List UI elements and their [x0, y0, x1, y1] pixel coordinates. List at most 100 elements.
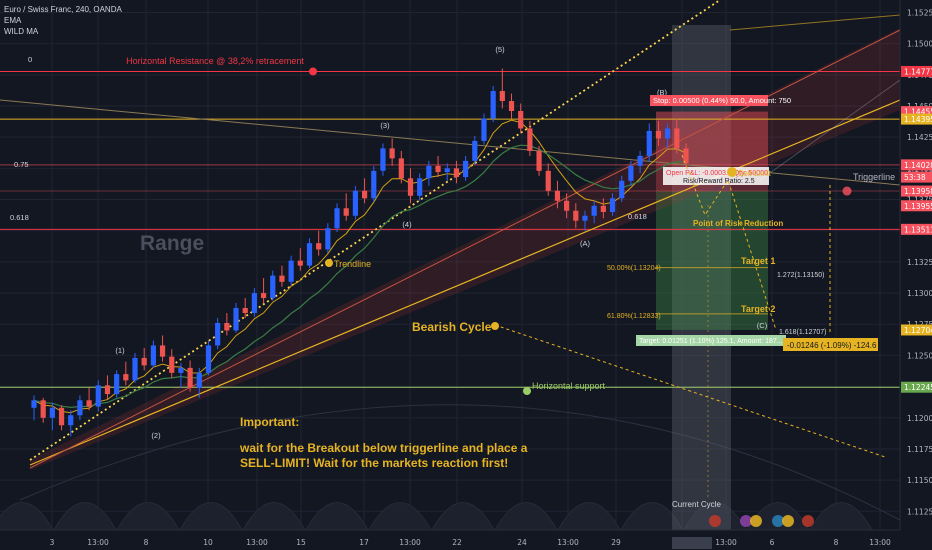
candle-body	[77, 400, 83, 416]
candle	[251, 288, 257, 317]
time-tick-label: 8	[144, 538, 149, 547]
candle-body	[609, 198, 616, 212]
candle-body	[224, 322, 230, 331]
pl-box-bg	[783, 338, 878, 351]
wave-label-a: (A)	[580, 239, 591, 248]
bearish-cycle-marker	[491, 322, 499, 330]
price-axis[interactable]: 1.15251.15001.14751.14501.14251.14001.13…	[899, 0, 932, 530]
candle-body	[58, 407, 65, 426]
candle-body	[591, 205, 597, 216]
candle-body	[215, 322, 221, 346]
candle	[187, 360, 193, 392]
candle	[104, 375, 111, 400]
candle-body	[518, 110, 524, 129]
candle	[132, 352, 138, 383]
event-icon	[802, 515, 814, 527]
candle	[159, 335, 166, 362]
stop-label: Stop: 0.00500 (0.44%) 50.0, Amount: 750	[653, 96, 791, 105]
candle	[150, 340, 156, 368]
candle-body	[86, 400, 92, 407]
important-line-1: wait for the Breakout below triggerline …	[239, 441, 528, 455]
candle	[463, 155, 469, 181]
event-icon	[782, 515, 794, 527]
price-tick-label: 1.1525	[907, 8, 932, 17]
candle	[343, 193, 349, 221]
target-zone	[656, 191, 768, 330]
candle-body	[334, 208, 340, 229]
current-cycle-column	[672, 25, 731, 530]
candle-body	[352, 190, 359, 216]
candle-body	[205, 345, 212, 373]
fib-618-label: 61.80%(1.12833)	[607, 313, 661, 320]
price-tag-label: 1.14028	[904, 161, 932, 170]
symbol-title[interactable]: Euro / Swiss Franc, 240, OANDA	[4, 5, 122, 14]
time-tick-label: 13:00	[715, 538, 737, 547]
time-tick-label: 10	[203, 538, 213, 547]
sell-limit-label: Sell-Limit	[738, 169, 772, 178]
candle-body	[343, 208, 349, 216]
fib-0618-right-label: 0.618	[628, 212, 647, 221]
candle	[361, 178, 368, 204]
cycle-arc	[305, 502, 369, 531]
candle	[196, 367, 202, 398]
price-tag-label: 1.12245	[904, 383, 932, 392]
candle	[407, 168, 414, 204]
annotations: (1) (2) (3) (4) (5) (A) (B) (C) 0.75 0.618 0 Horizo…	[10, 45, 895, 527]
target-label-bg	[636, 335, 786, 346]
time-tick-label: 13:00	[246, 538, 268, 547]
price-tick-label: 1.1150	[907, 476, 932, 485]
candle-body	[545, 170, 551, 191]
candle	[205, 340, 212, 376]
candle	[628, 160, 634, 186]
candle	[260, 278, 267, 304]
time-axis[interactable]: 313:0081013:00151713:00222413:0029May13:…	[0, 529, 900, 549]
candle	[224, 313, 230, 336]
wave-label-2: (2)	[151, 431, 161, 440]
candle	[77, 395, 83, 421]
candle	[655, 120, 662, 146]
indicator-wild-ma[interactable]: WILD MA	[4, 27, 39, 36]
candle	[573, 203, 579, 229]
candle-body	[619, 180, 625, 199]
price-tag	[901, 381, 932, 393]
candle	[564, 193, 570, 219]
candle	[169, 349, 175, 378]
candle	[536, 145, 542, 176]
candle-body	[508, 101, 515, 111]
candle-body	[297, 260, 303, 266]
cycle-arc	[494, 502, 558, 531]
candle-body	[674, 128, 680, 149]
candle	[114, 370, 120, 398]
candle-body	[279, 275, 285, 282]
candle-body	[123, 374, 129, 381]
candle	[508, 93, 515, 119]
candle	[297, 248, 303, 271]
candle-body	[481, 118, 487, 141]
candle	[600, 198, 606, 219]
candle-body	[288, 260, 294, 282]
target-label: Target: 0.01251 (1.10%) 125.1, Amount: 1…	[639, 338, 783, 345]
candle	[665, 123, 671, 149]
time-tick-label: 29	[611, 538, 621, 547]
candle	[58, 405, 65, 431]
price-tick-label: 1.1175	[907, 445, 932, 454]
cycle-arc	[53, 502, 117, 531]
candle-body	[316, 243, 322, 250]
candle-body	[463, 160, 469, 178]
candle	[646, 123, 652, 163]
candle-body	[95, 385, 101, 407]
current-cycle-label: Current Cycle	[672, 500, 721, 509]
price-tick-label: 1.1300	[907, 289, 932, 298]
indicator-ema[interactable]: EMA	[4, 16, 22, 25]
candle	[426, 160, 432, 186]
time-tick-label: 13:00	[87, 538, 109, 547]
ext-1618-label: 1.618(1.12707)	[779, 329, 826, 336]
price-tag-label: 1.14777	[904, 67, 932, 76]
candle	[417, 173, 423, 201]
candle	[472, 135, 478, 165]
candle	[444, 163, 450, 181]
candle-body	[564, 200, 570, 211]
candle	[481, 113, 487, 145]
time-tick-label: 24	[517, 538, 527, 547]
